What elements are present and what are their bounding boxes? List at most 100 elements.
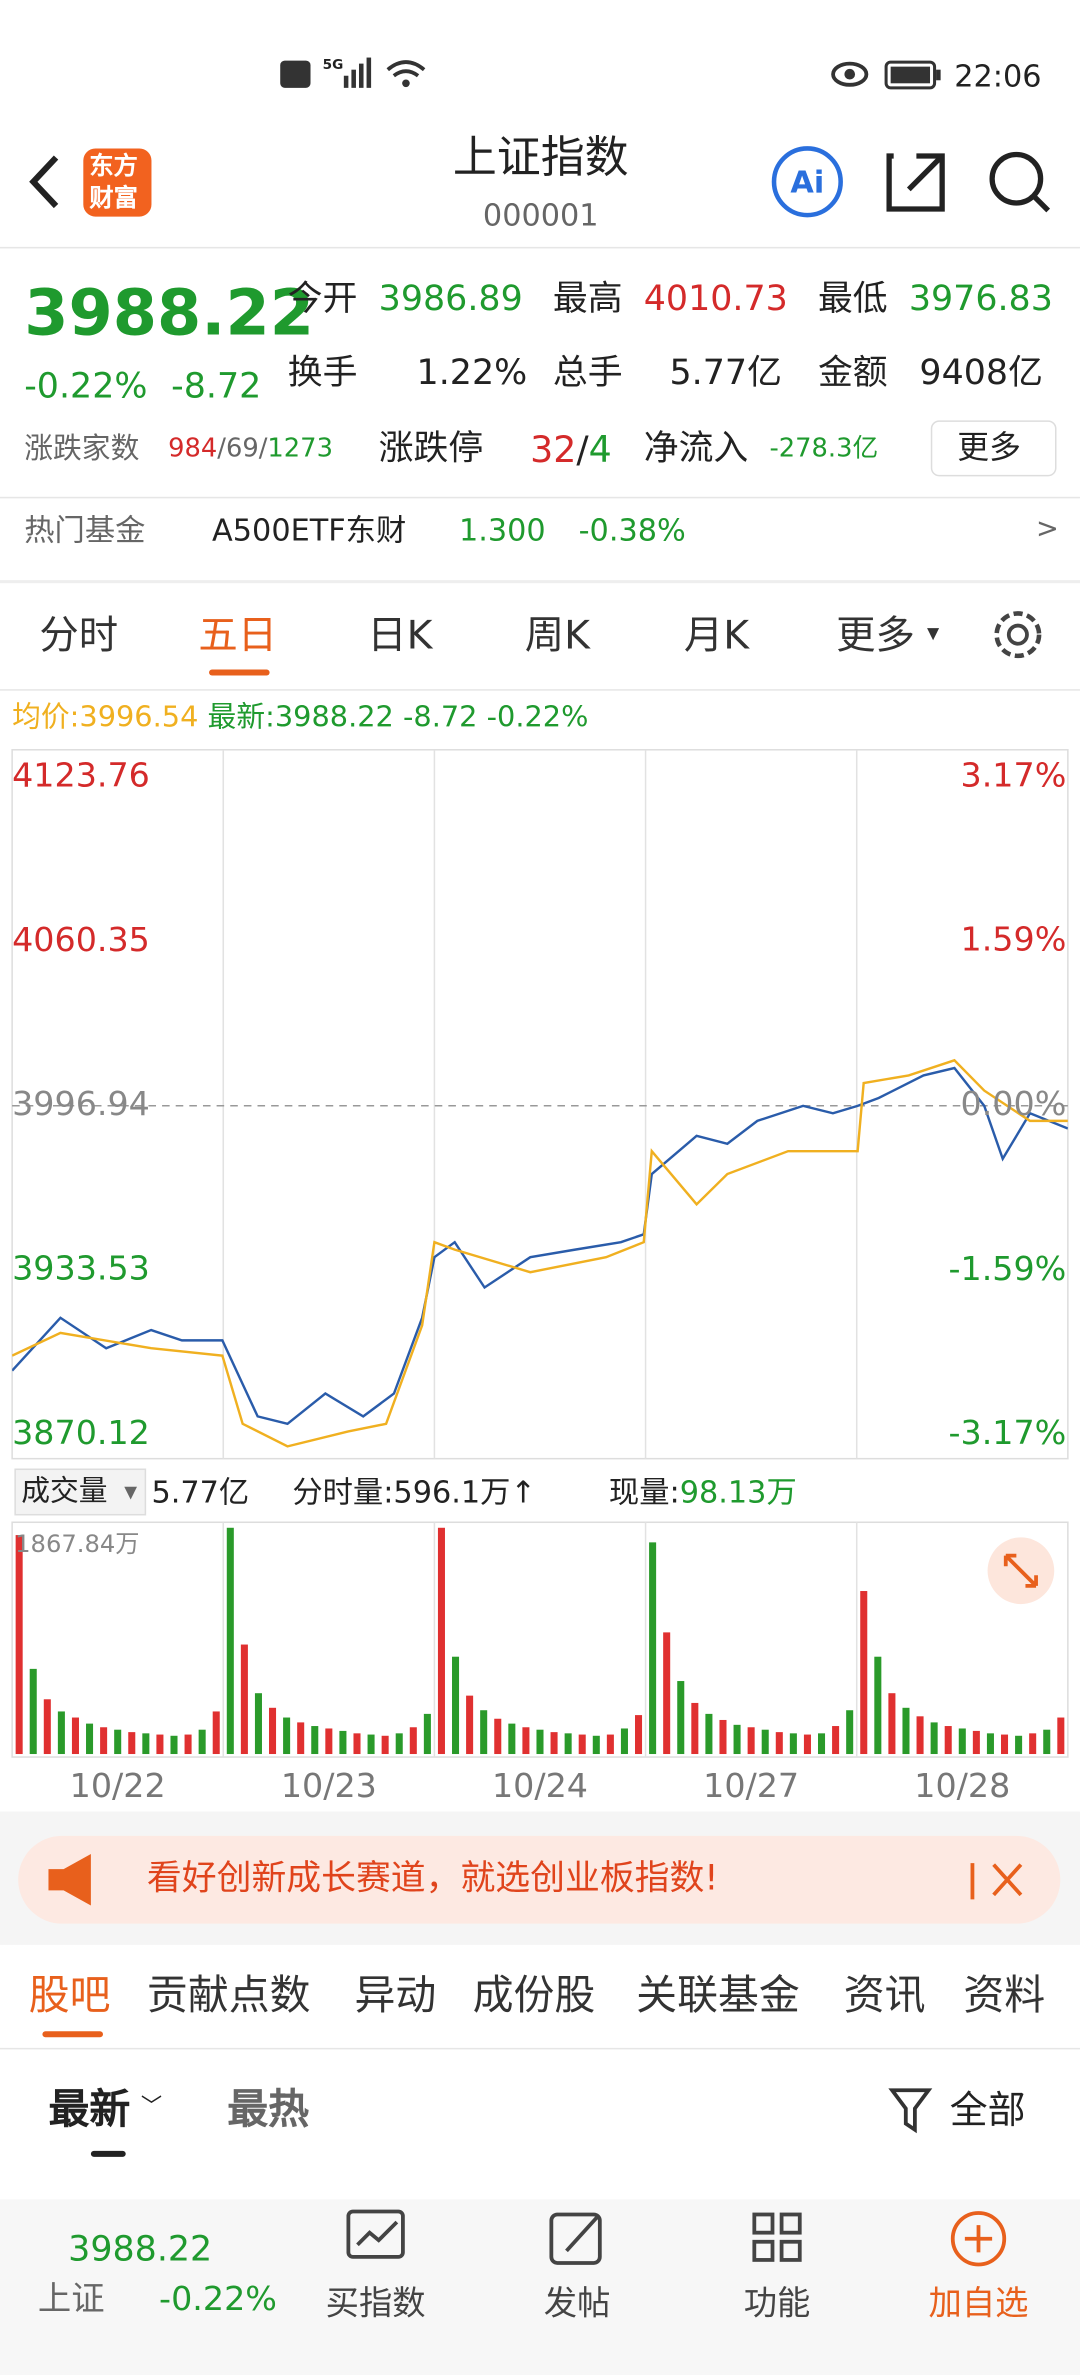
- label: 最低: [817, 279, 888, 319]
- volume-bar: [874, 1656, 882, 1755]
- close[interactable]: [970, 1863, 1023, 1900]
- sub-tab[interactable]: 资讯: [843, 1972, 926, 2020]
- tab[interactable]: 月K: [683, 613, 750, 659]
- volume-bar: [452, 1656, 460, 1755]
- volume-bar: [888, 1693, 896, 1755]
- sub-tab[interactable]: 关联基金: [636, 1972, 800, 2020]
- tab[interactable]: 分时: [39, 613, 119, 659]
- network: 5G: [322, 58, 344, 74]
- value: -278.3亿: [769, 433, 879, 465]
- sub-tab[interactable]: 股吧: [28, 1972, 111, 2020]
- volume-bar: [128, 1732, 136, 1755]
- bottom-item[interactable]: 功能: [743, 2285, 811, 2324]
- filter-icon[interactable]: [888, 2088, 933, 2134]
- share[interactable]: [886, 153, 945, 212]
- filter[interactable]: 全部: [949, 2088, 1026, 2132]
- volume-bar: [339, 1730, 347, 1755]
- arrow[interactable]: >: [1036, 513, 1059, 546]
- volume-total: 5.77亿: [151, 1473, 250, 1511]
- volume-tick: 分时量:596.1万↑: [292, 1473, 536, 1511]
- volume-bar: [269, 1707, 277, 1755]
- expand[interactable]: [987, 1537, 1055, 1605]
- change-pct: -0.22%: [486, 700, 589, 734]
- volume-bar: [832, 1726, 840, 1755]
- volume-bar: [508, 1723, 516, 1755]
- more-button[interactable]: [930, 420, 1057, 477]
- caret: ▾: [926, 617, 940, 647]
- label: 净流入: [643, 429, 749, 469]
- fund-name[interactable]: A500ETF东财: [212, 511, 407, 549]
- avg-label: 均价:: [12, 700, 80, 734]
- volume-label[interactable]: 成交量: [21, 1474, 108, 1508]
- volume-bar: [649, 1542, 657, 1755]
- volume-bar: [677, 1681, 685, 1755]
- chevron: ﹀: [140, 2094, 163, 2120]
- volume-bar: [1043, 1729, 1051, 1755]
- price-line: [12, 1066, 1068, 1426]
- bottom-bg: [0, 2199, 1080, 2376]
- sub-tab[interactable]: 异动: [354, 1972, 437, 2020]
- label: 今开: [287, 279, 358, 319]
- sub-tab[interactable]: 资料: [963, 1972, 1046, 2020]
- sort-latest[interactable]: 最新: [48, 2086, 131, 2134]
- volume-bar: [212, 1711, 220, 1755]
- logo-text: 财富: [89, 183, 138, 213]
- limit-down: 4: [588, 428, 612, 472]
- tab[interactable]: 周K: [524, 613, 591, 659]
- tab[interactable]: 更多: [836, 613, 915, 659]
- bottom-item[interactable]: 加自选: [928, 2285, 1029, 2324]
- status-icons: [280, 57, 941, 90]
- volume-bar: [466, 1695, 474, 1755]
- volume-bar: [57, 1711, 65, 1755]
- volume-bar: [100, 1727, 108, 1755]
- y-tick-label: 4123.76: [12, 756, 150, 795]
- volume-select[interactable]: [14, 1468, 147, 1516]
- more[interactable]: 更多: [957, 429, 1021, 466]
- banner-text[interactable]: 看好创新成长赛道，就选创业板指数!: [146, 1859, 719, 1899]
- volume-bar: [986, 1733, 994, 1755]
- volume-bar: [564, 1733, 572, 1755]
- now-label: 现量:: [608, 1473, 680, 1511]
- label: 涨跌家数: [24, 432, 140, 466]
- divider: [0, 2047, 1080, 2050]
- label: 换手: [287, 353, 358, 394]
- bottom-item[interactable]: 买指数: [325, 2285, 426, 2324]
- ai-button[interactable]: [771, 146, 843, 218]
- volume-bar: [1015, 1735, 1023, 1755]
- volume-bar: [1029, 1733, 1037, 1755]
- price: 3988.22: [24, 275, 314, 350]
- bottom-price: 3988.22: [68, 2230, 213, 2270]
- volume-bar: [972, 1730, 980, 1755]
- volume-bar: [142, 1733, 150, 1755]
- logo: [83, 148, 152, 217]
- price-line: [12, 1058, 1068, 1448]
- y2-tick-label: 3.17%: [961, 756, 1067, 795]
- last: 3988.22: [274, 700, 394, 734]
- y2-tick-label: 1.59%: [961, 919, 1067, 958]
- tab[interactable]: 五日: [198, 613, 278, 659]
- divider: [0, 496, 1080, 499]
- volume-bar: [437, 1527, 445, 1755]
- sort-hot[interactable]: 最热: [227, 2086, 309, 2134]
- sub-tab[interactable]: 成份股: [472, 1972, 596, 2020]
- x-tick-label: 10/24: [492, 1766, 588, 1805]
- x-tick-label: 10/23: [281, 1766, 377, 1805]
- y-tick-label: 4060.35: [12, 920, 150, 959]
- volume-bar: [367, 1734, 375, 1755]
- fund-change: -0.38%: [578, 511, 686, 549]
- volume-bar: [846, 1710, 854, 1755]
- sub-tab[interactable]: 贡献点数: [146, 1972, 311, 2020]
- value: 9408亿: [919, 353, 1043, 394]
- banner[interactable]: [18, 1835, 1061, 1924]
- breadth: 984/69/1273: [168, 436, 333, 463]
- search[interactable]: [989, 151, 1051, 213]
- volume-bar: [635, 1715, 643, 1755]
- tab[interactable]: 日K: [367, 613, 433, 659]
- settings[interactable]: [994, 611, 1042, 659]
- ai-text: Ai: [790, 163, 825, 200]
- volume-bar: [226, 1527, 234, 1755]
- back[interactable]: [29, 155, 59, 209]
- bottom-item[interactable]: 发帖: [543, 2285, 611, 2324]
